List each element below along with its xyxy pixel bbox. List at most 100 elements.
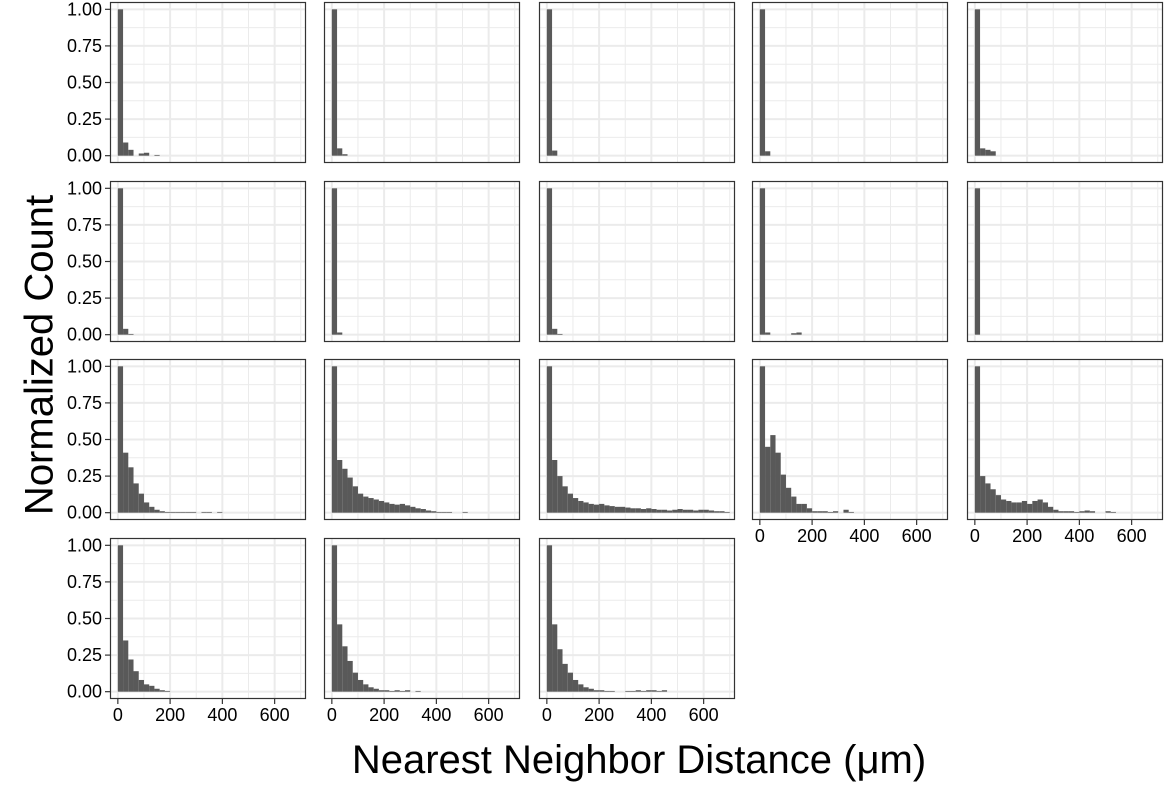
histogram-bar	[378, 690, 385, 692]
histogram-bar	[331, 545, 338, 692]
panel-border	[323, 1, 521, 164]
histogram-bar	[352, 486, 358, 513]
histogram-bar	[446, 511, 453, 513]
y-tick-label: 0.50	[67, 609, 102, 629]
histogram-bar	[562, 486, 568, 513]
histogram-bar	[1027, 503, 1033, 513]
histogram-bar	[693, 510, 699, 513]
histogram-bar	[640, 509, 647, 513]
x-tick-label: 400	[1064, 526, 1094, 546]
panel-r3-c2: 0 200 400 600	[538, 537, 736, 725]
histogram-bar	[625, 690, 631, 692]
panel-r2-c2	[538, 358, 736, 521]
histogram-bar	[546, 188, 553, 335]
histogram-bar	[599, 503, 605, 513]
panel-border	[966, 180, 1164, 343]
histogram-bar	[974, 188, 981, 335]
histogram-bar	[133, 671, 139, 692]
histogram-bar	[462, 511, 468, 513]
y-tick-label: 1.00	[67, 356, 102, 376]
histogram-bar	[656, 509, 662, 513]
histogram-bar	[1079, 511, 1085, 513]
panel-border	[109, 1, 307, 164]
histogram-bar	[389, 503, 395, 513]
histogram-bar	[677, 509, 683, 513]
histogram-bar	[331, 366, 338, 513]
histogram-bar	[138, 153, 144, 156]
histogram-bar	[980, 476, 986, 513]
x-tick-label: 600	[260, 705, 290, 725]
histogram-bar	[546, 366, 553, 513]
panel-r0-c1	[323, 1, 521, 164]
histogram-bar	[656, 690, 662, 692]
x-tick-label: 200	[1012, 526, 1042, 546]
histogram-bar	[822, 511, 828, 513]
histogram-bar	[123, 142, 129, 156]
histogram-bar	[635, 690, 641, 692]
y-tick-label: 0.50	[67, 73, 102, 93]
histogram-bar	[770, 435, 776, 513]
histogram-bar	[765, 446, 771, 513]
histogram-bar	[1074, 511, 1080, 513]
histogram-bar	[420, 509, 426, 513]
x-tick-label: 200	[155, 705, 185, 725]
histogram-bar	[149, 685, 155, 692]
histogram-bar	[342, 154, 348, 156]
histogram-bar	[175, 511, 181, 513]
x-tick-label: 0	[755, 526, 765, 546]
panel-r1-c2	[538, 180, 736, 343]
histogram-bar	[604, 505, 610, 513]
x-tick-label: 600	[1117, 526, 1147, 546]
histogram-bar	[827, 511, 834, 513]
histogram-bar	[347, 477, 353, 513]
histogram-bar	[843, 509, 849, 513]
histogram-bar	[572, 498, 579, 513]
histogram-bar	[552, 328, 558, 335]
histogram-bar	[159, 690, 165, 692]
y-tick-label: 0.25	[67, 466, 102, 486]
histogram-bar	[708, 510, 715, 513]
histogram-bar	[1016, 502, 1022, 513]
histogram-bar	[394, 690, 400, 692]
histogram-bar	[337, 624, 343, 692]
histogram-bar	[630, 508, 636, 513]
histogram-bar	[164, 511, 171, 513]
histogram-bar	[154, 509, 160, 513]
y-tick-label: 0.75	[67, 572, 102, 592]
panel-border	[538, 1, 736, 164]
histogram-bar	[1048, 506, 1054, 513]
y-tick-label: 0.50	[67, 430, 102, 450]
histogram-bar	[117, 188, 124, 335]
histogram-bar	[578, 684, 584, 692]
panel-r3-c0: 0.00 0.25 0.50 0.75 1.00 0 200 400 600	[67, 535, 307, 725]
histogram-bar	[765, 332, 771, 335]
histogram-bar	[801, 503, 807, 513]
histogram-bar	[572, 679, 579, 692]
panel-border	[538, 537, 736, 700]
histogram-bar	[363, 684, 369, 692]
x-tick-label: 0	[327, 705, 337, 725]
panel-r2-c4: 0 200 400 600	[966, 358, 1164, 546]
histogram-bar	[599, 690, 605, 692]
histogram-bar	[985, 149, 991, 156]
histogram-bar	[337, 148, 343, 156]
histogram-bar	[546, 545, 553, 692]
histogram-bar	[698, 509, 704, 513]
histogram-bar	[661, 690, 668, 692]
panel-r3-c1: 0 200 400 600	[323, 537, 521, 725]
histogram-bar	[990, 151, 996, 156]
histogram-bar	[980, 148, 986, 156]
histogram-bar	[201, 511, 207, 513]
histogram-bar	[128, 467, 134, 513]
y-tick-label: 0.00	[67, 503, 102, 523]
histogram-bar	[719, 511, 725, 513]
panel-border	[966, 358, 1164, 521]
x-tick-label: 0	[113, 705, 123, 725]
histogram-bar	[775, 452, 781, 513]
histogram-bar	[410, 506, 416, 513]
histogram-bar	[1032, 500, 1038, 513]
y-tick-label: 0.50	[67, 252, 102, 272]
y-tick-label: 1.00	[67, 535, 102, 555]
histogram-bar	[635, 508, 641, 513]
histogram-bar	[117, 366, 124, 513]
